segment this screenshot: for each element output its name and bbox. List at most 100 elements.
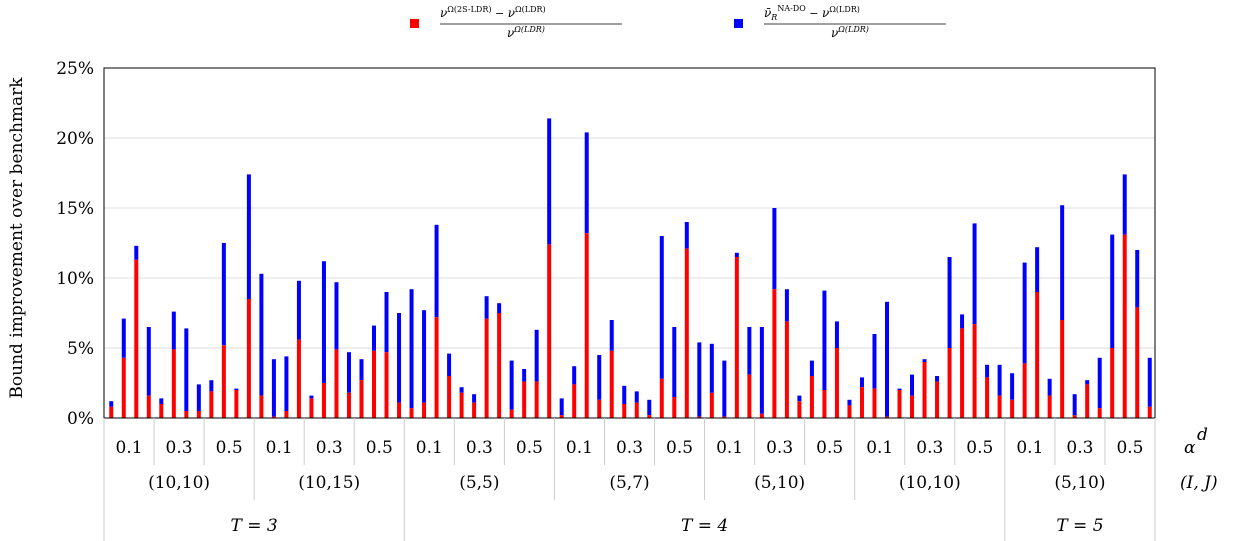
bar-blue	[121, 318, 126, 358]
bar-red	[847, 405, 852, 418]
legend-math-part: ν̄	[764, 6, 771, 20]
ij-axis-label: (I, J)	[1180, 473, 1218, 493]
bar-blue	[146, 327, 151, 396]
ij-group-label: (10,10)	[148, 473, 210, 493]
bar-red	[897, 390, 902, 418]
x-category-labels: 0.1 0.3 0.5(10,10)0.1 0.3 0.5(10,15)0.1 0.3 0.…	[103, 418, 1218, 541]
bar-blue	[747, 327, 752, 375]
y-tick-label: 5%	[67, 339, 94, 359]
bar-red	[1147, 406, 1152, 418]
bar-red	[109, 406, 114, 418]
bar-blue	[1060, 205, 1065, 320]
bar-red	[859, 387, 864, 418]
bar-red	[609, 350, 614, 418]
legend-red-denominator: νΩ(LDR)	[507, 25, 545, 40]
alpha-tick-label: 0.1	[1016, 438, 1043, 458]
bar-blue	[359, 359, 364, 381]
bar-blue	[409, 289, 414, 409]
bar-red	[196, 411, 201, 418]
alpha-tick-label: 0.1	[116, 438, 143, 458]
bar-blue	[246, 174, 251, 299]
bar-blue	[609, 320, 614, 351]
bar-red	[447, 376, 452, 418]
legend: νΩ(2S-LDR) − νΩ(LDR)νΩ(LDR)ν̄RNA-DO − νΩ…	[410, 4, 946, 40]
bar-blue	[647, 399, 652, 416]
bar-blue	[759, 327, 764, 414]
bar-blue	[321, 261, 326, 383]
bar-blue	[922, 359, 927, 362]
ij-group-label: (5,10)	[1054, 473, 1105, 493]
bar-red	[497, 313, 502, 418]
bar-red	[346, 392, 351, 418]
bar-red	[484, 318, 489, 418]
bar-red	[1085, 384, 1090, 418]
bar-red	[960, 328, 965, 418]
bar-blue	[434, 224, 439, 318]
bar-blue	[809, 360, 814, 376]
bar-red	[547, 244, 552, 418]
bar-blue	[309, 395, 314, 399]
bar-red	[1122, 234, 1127, 418]
bar-blue	[397, 313, 402, 403]
bar-red	[409, 408, 414, 418]
alpha-tick-label: 0.1	[566, 438, 593, 458]
bar-blue	[346, 352, 351, 393]
bar-red	[1060, 320, 1065, 418]
bar-red	[209, 391, 214, 418]
bar-red	[759, 413, 764, 418]
alpha-tick-label: 0.5	[216, 438, 243, 458]
bar-red	[797, 401, 802, 418]
bar-red	[309, 398, 314, 418]
bar-blue	[947, 257, 952, 348]
bar-blue	[734, 252, 739, 257]
legend-math-part: Ω(LDR)	[837, 25, 869, 34]
legend-red-numerator: νΩ(2S-LDR) − νΩ(LDR)	[440, 5, 546, 20]
bar-red	[747, 374, 752, 418]
bar-red	[509, 409, 514, 418]
legend-math-part: Ω(LDR)	[515, 5, 546, 14]
bar-blue	[972, 223, 977, 325]
bar-red	[359, 380, 364, 418]
bar-blue	[509, 360, 514, 410]
tick-labels-layer: 0% 5% 10% 15% 20% 25%	[56, 59, 94, 429]
bar-blue	[985, 364, 990, 378]
alpha-axis-label: α	[1184, 438, 1196, 458]
bar-blue	[422, 310, 427, 403]
bar-blue	[209, 380, 214, 392]
alpha-tick-label: 0.5	[1116, 438, 1143, 458]
ij-group-label: (5,5)	[459, 473, 499, 493]
bar-blue	[897, 388, 902, 390]
alpha-axis-superscript: d	[1197, 425, 1208, 445]
bar-blue	[296, 280, 301, 340]
alpha-tick-label: 0.1	[866, 438, 893, 458]
bar-red	[809, 376, 814, 418]
alpha-tick-label: 0.3	[466, 438, 493, 458]
bar-blue	[159, 398, 164, 404]
bar-blue	[697, 342, 702, 417]
bar-red	[784, 321, 789, 418]
y-tick-label: 25%	[56, 59, 94, 79]
t-group-label: T = 4	[681, 516, 728, 536]
bar-red	[972, 324, 977, 418]
legend-math-part: ν	[440, 6, 447, 20]
bar-red	[1010, 399, 1015, 418]
y-tick-label: 15%	[56, 199, 94, 219]
bar-red	[872, 388, 877, 418]
bar-blue	[684, 222, 689, 249]
bar-blue	[709, 343, 714, 393]
ij-group-label: (5,7)	[609, 473, 649, 493]
alpha-tick-label: 0.3	[916, 438, 943, 458]
bar-blue	[634, 391, 639, 403]
ij-group-label: (10,15)	[298, 473, 360, 493]
bar-blue	[1010, 373, 1015, 400]
bar-blue	[534, 329, 539, 382]
bar-red	[734, 257, 739, 418]
bar-red	[284, 411, 289, 418]
y-tick-label: 0%	[67, 409, 94, 429]
legend-math-part: R	[770, 13, 777, 22]
legend-blue-denominator: νΩ(LDR)	[831, 25, 869, 40]
bar-blue	[1110, 234, 1115, 348]
bar-red	[146, 395, 151, 418]
bar-red	[234, 390, 239, 418]
legend-math-part: −	[492, 7, 508, 20]
